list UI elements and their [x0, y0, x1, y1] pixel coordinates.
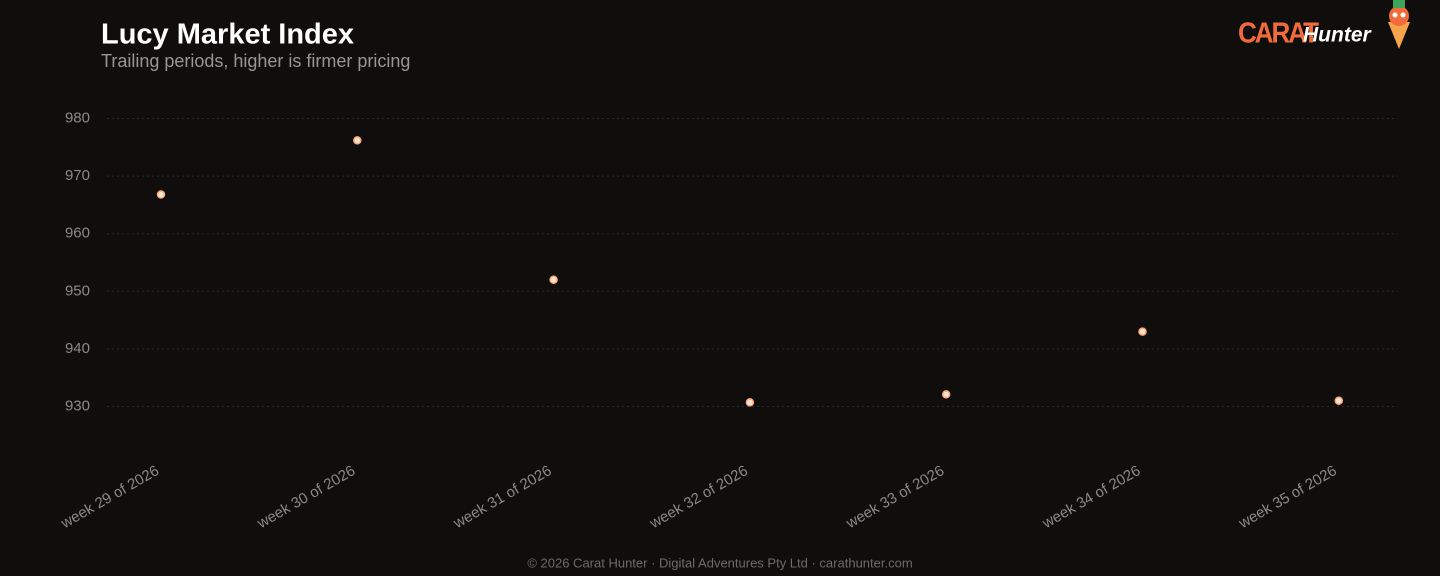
point	[745, 398, 755, 407]
footer: © 2026 Carat Hunter · Digital Adventures…	[527, 555, 912, 570]
chart-title: Lucy Market Index	[101, 19, 354, 51]
y-tick-label: 940	[65, 340, 90, 357]
y-tick-label: 970	[65, 167, 90, 184]
brand-name: Hunter	[1303, 24, 1372, 47]
point	[941, 390, 951, 399]
chart-subtitle: Trailing periods, higher is firmer prici…	[101, 51, 410, 71]
point	[549, 275, 558, 285]
y-tick-label: 980	[65, 110, 90, 127]
point	[1138, 327, 1147, 336]
point	[1334, 396, 1344, 405]
y-tick-label: 960	[65, 225, 90, 242]
point	[156, 190, 166, 199]
brand-icon	[1388, 0, 1410, 49]
point	[353, 136, 362, 145]
y-tick-label: 930	[65, 397, 90, 414]
brand-mark: CARAT	[1238, 16, 1319, 48]
y-tick-label: 950	[65, 282, 90, 299]
